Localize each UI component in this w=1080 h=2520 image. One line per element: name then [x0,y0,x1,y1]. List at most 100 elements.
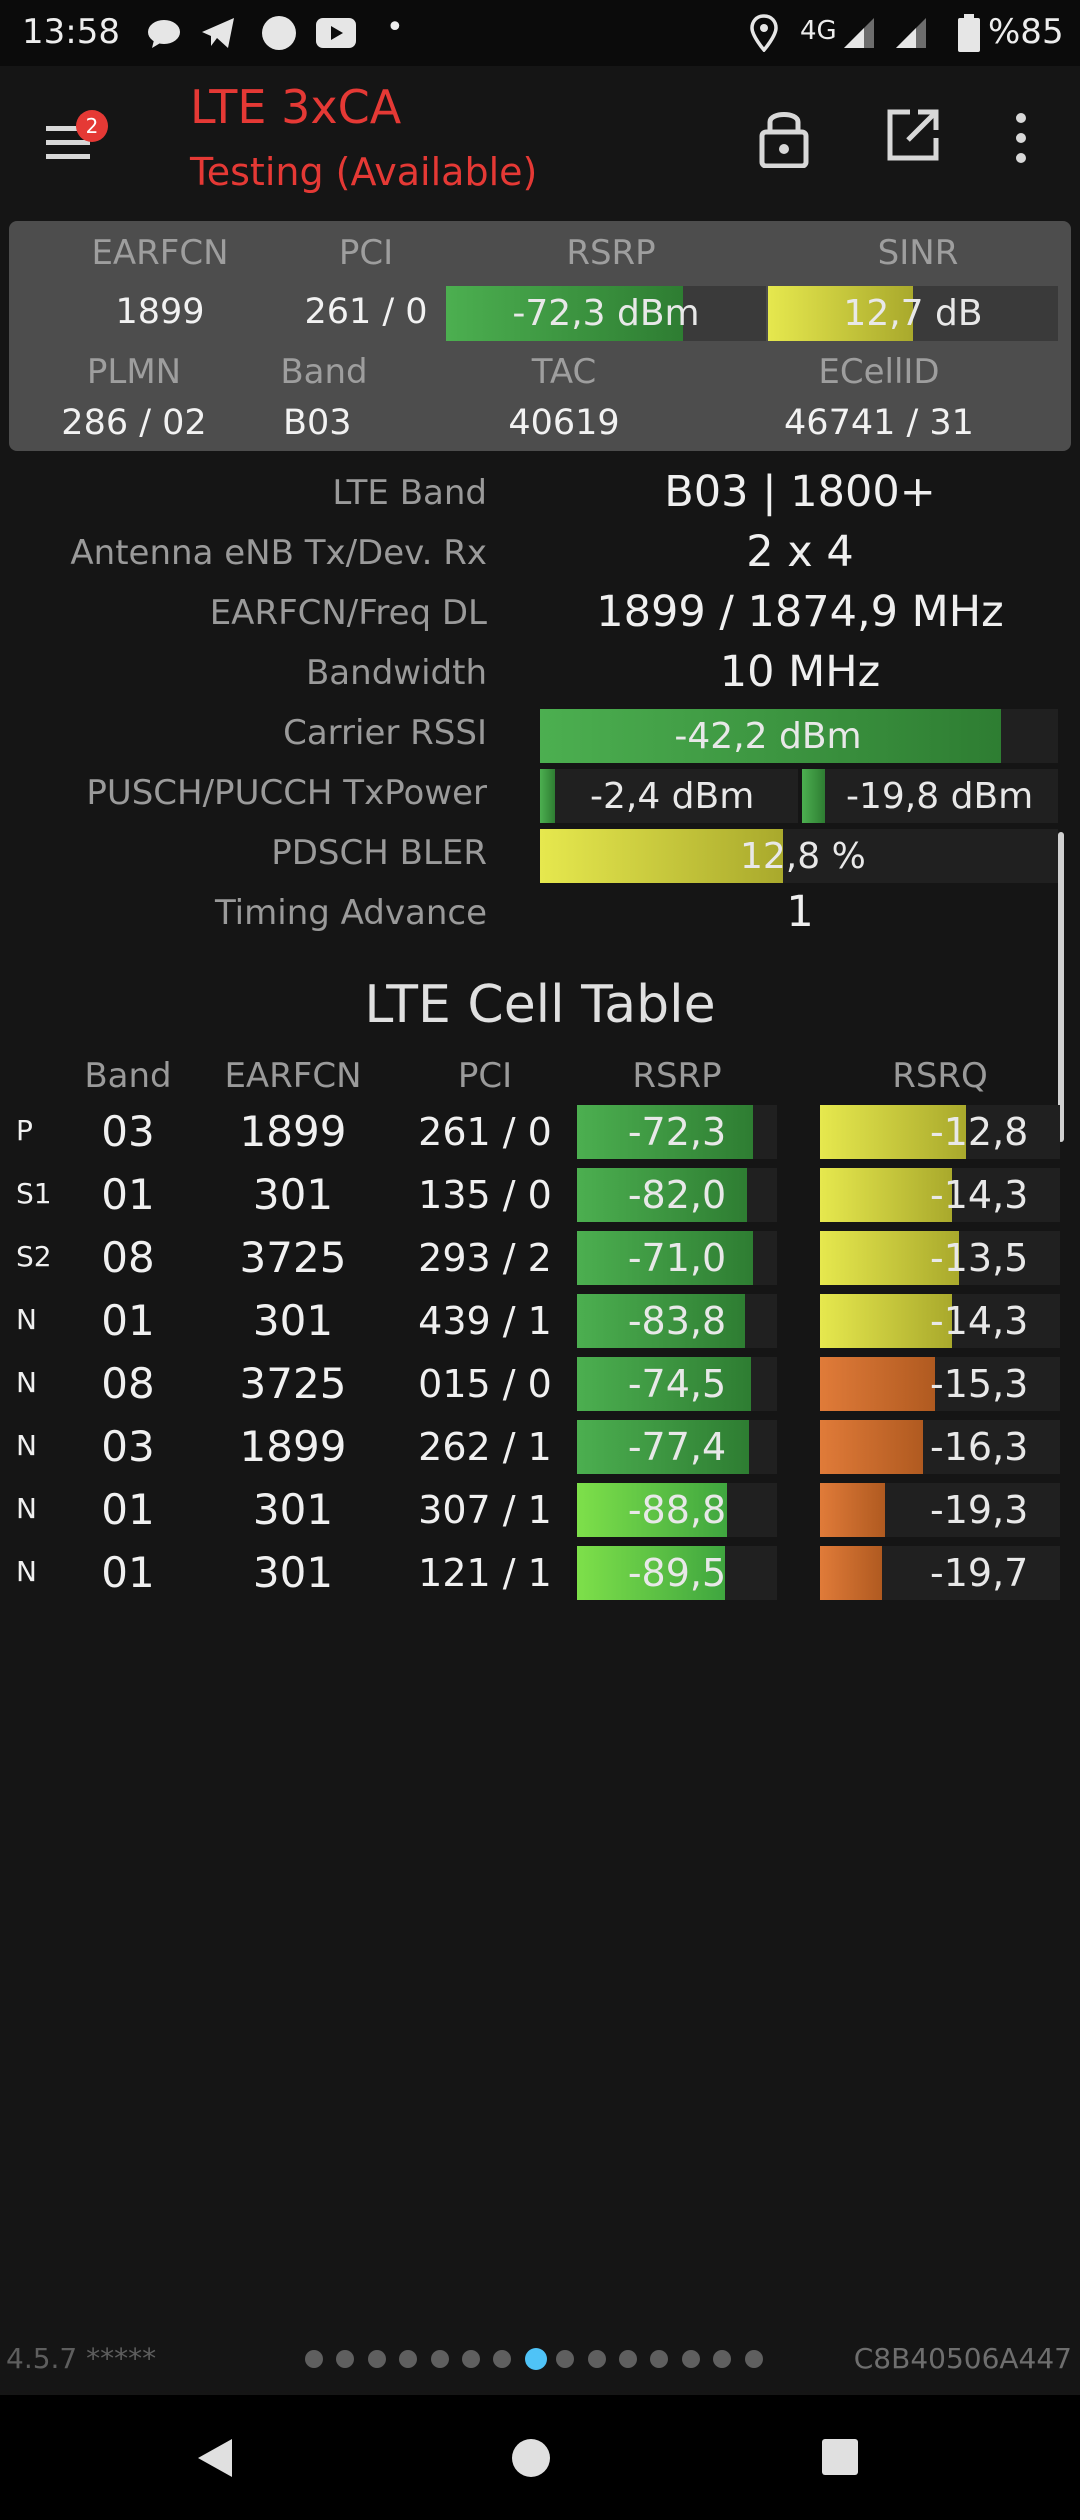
scrollbar[interactable] [1058,832,1064,1142]
table-row[interactable]: N 08 3725 015 / 0 -74,5 -15,3 [0,1354,1080,1417]
earfcn-label: EARFCN [91,233,229,273]
table-row[interactable]: N 01 301 121 / 1 -89,5 -19,7 [0,1543,1080,1606]
table-row[interactable]: S2 08 3725 293 / 2 -71,0 -13,5 [0,1228,1080,1291]
page-dot[interactable] [650,2350,669,2368]
cell-rsrp-bar: -77,4 [577,1420,777,1474]
band-label: Band [280,352,368,392]
page-dot[interactable] [713,2350,732,2368]
cell-pci: 293 / 2 [418,1236,552,1280]
cell-rsrp-value: -77,4 [627,1425,727,1469]
circle-notification-icon [262,16,296,50]
column-header-band: Band [84,1056,172,1096]
sinr-bar-fill [768,286,913,341]
network-type: 4G [800,16,837,46]
page-dot[interactable] [399,2350,418,2368]
more-options-button[interactable] [1006,108,1036,168]
bandwidth-value: 10 MHz [719,647,881,697]
cell-table-body: P 03 1899 261 / 0 -72,3 -12,8 S1 01 301 … [0,1102,1080,1602]
menu-button[interactable]: 2 [38,110,108,170]
cell-rsrq-value: -15,3 [930,1362,1029,1406]
cell-pci: 261 / 0 [418,1110,552,1154]
sinr-value: 12,7 dB [843,293,983,334]
cell-table-header: Band EARFCN PCI RSRP RSRQ [0,1050,1080,1100]
app-title: LTE 3xCA [190,80,402,134]
page-dot-active[interactable] [524,2348,547,2370]
page-indicator[interactable] [0,0,1080,2370]
carrier-rssi-bar: -42,2 dBm [540,709,1058,763]
cell-rsrp-value: -82,0 [627,1173,727,1217]
page-dot[interactable] [430,2350,449,2368]
cell-rsrp-bar: -82,0 [577,1168,777,1222]
cell-earfcn: 1899 [239,1422,347,1471]
page-dot[interactable] [493,2350,512,2368]
cell-earfcn: 301 [252,1170,334,1219]
rsrp-bar-fill [446,286,683,341]
cell-rsrp-bar-fill [577,1357,751,1411]
column-header-rsrq: RSRQ [892,1056,988,1096]
cell-pci: 262 / 1 [418,1425,552,1469]
page-dot[interactable] [587,2350,606,2368]
carrier-rssi-value: -42,2 dBm [674,715,862,757]
earfcn-freq-label: EARFCN/Freq DL [209,593,487,633]
cell-rsrq-value: -14,3 [930,1173,1029,1217]
table-row[interactable]: N 01 301 307 / 1 -88,8 -19,3 [0,1480,1080,1543]
cell-rsrp-bar: -83,8 [577,1294,777,1348]
cell-rsrp-bar-fill [577,1294,745,1348]
page-dot[interactable] [681,2350,700,2368]
pusch-power-bar-fill [540,769,556,823]
cell-pci: 121 / 1 [418,1551,552,1595]
home-button[interactable] [510,2437,552,2479]
lock-button[interactable] [756,104,812,168]
cell-rsrq-bar-fill [820,1546,883,1600]
cell-rsrp-bar: -74,5 [577,1357,777,1411]
earfcn-value: 1899 [115,292,205,332]
cell-rsrq-bar: -16,3 [820,1420,1060,1474]
battery-icon [958,14,980,52]
cell-pci: 015 / 0 [418,1362,552,1406]
signal-icon-sim1 [844,18,874,48]
cell-rsrq-bar-fill [820,1168,952,1222]
cell-earfcn: 301 [252,1548,334,1597]
column-header-pci: PCI [457,1056,513,1096]
cell-rsrp-value: -88,8 [627,1488,727,1532]
cell-rsrp-value: -74,5 [627,1362,727,1406]
cell-rsrq-value: -19,3 [930,1488,1029,1532]
cell-rsrq-bar-fill [820,1420,924,1474]
back-button[interactable] [192,2435,238,2481]
antenna-label: Antenna eNB Tx/Dev. Rx [70,533,487,573]
table-row[interactable]: P 03 1899 261 / 0 -72,3 -12,8 [0,1102,1080,1165]
table-row[interactable]: N 03 1899 262 / 1 -77,4 -16,3 [0,1417,1080,1480]
open-external-button[interactable] [884,106,942,164]
cell-rsrp-bar-fill [577,1483,727,1537]
signal-icon-sim2 [896,18,926,48]
pusch-power-bar: -2,4 dBm [540,769,798,823]
cell-rsrq-bar-fill [820,1105,967,1159]
page-dot[interactable] [367,2350,386,2368]
cell-rsrq-bar-fill [820,1231,960,1285]
column-header-rsrp: RSRP [632,1056,722,1096]
cell-band: 01 [101,1296,155,1345]
serving-cell-summary: EARFCN PCI RSRP SINR 1899 261 / 0 -72,3 … [9,221,1071,451]
page-dot[interactable] [462,2350,480,2368]
page-dot[interactable] [619,2350,637,2368]
sinr-label: SINR [877,233,959,273]
page-dot[interactable] [305,2350,323,2368]
timing-advance-value: 1 [786,887,814,937]
page-dot[interactable] [336,2350,355,2368]
cell-rsrp-bar: -71,0 [577,1231,777,1285]
cell-type-tag: N [16,1555,37,1588]
telegram-notification-icon [202,18,234,48]
cell-earfcn: 301 [252,1296,334,1345]
cell-pci: 439 / 1 [418,1299,552,1343]
cell-rsrq-bar: -19,7 [820,1546,1060,1600]
cell-type-tag: S1 [16,1177,52,1210]
cell-earfcn: 3725 [239,1359,347,1408]
table-row[interactable]: S1 01 301 135 / 0 -82,0 -14,3 [0,1165,1080,1228]
recents-button[interactable] [820,2437,860,2477]
antenna-value: 2 x 4 [746,527,854,577]
table-row[interactable]: N 01 301 439 / 1 -83,8 -14,3 [0,1291,1080,1354]
page-dot[interactable] [556,2350,575,2368]
tac-value: 40619 [508,403,620,443]
page-dot[interactable] [744,2350,763,2368]
cell-rsrq-bar: -13,5 [820,1231,1060,1285]
